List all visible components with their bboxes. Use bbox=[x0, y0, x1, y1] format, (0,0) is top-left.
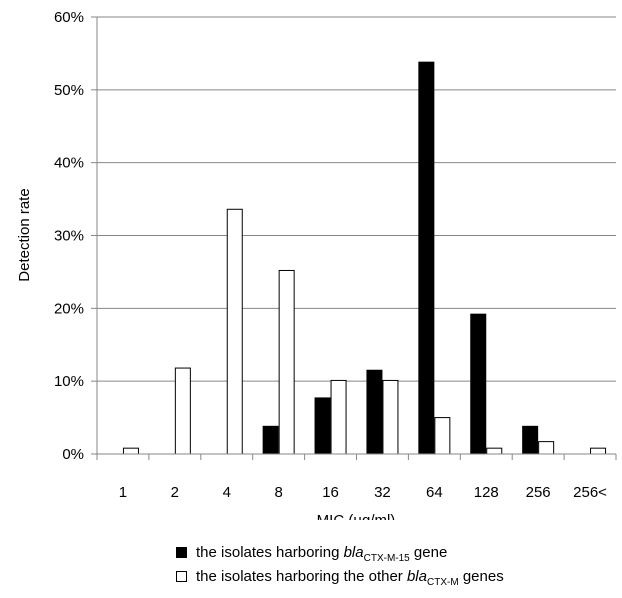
bar-other-blactxm bbox=[226, 208, 243, 455]
bar-other-blactxm bbox=[590, 447, 607, 455]
y-tick-label: 30% bbox=[54, 228, 84, 245]
bar-blactxm15 bbox=[522, 425, 539, 455]
y-tick-labels: 0% 10% 20% 30% 40% 50% 60% bbox=[54, 9, 84, 463]
bar-blactxm15 bbox=[262, 425, 279, 455]
bar-other-blactxm bbox=[122, 447, 139, 455]
x-tick-label: 16 bbox=[322, 484, 339, 501]
y-tick-label: 60% bbox=[54, 9, 84, 26]
x-tick-label: 128 bbox=[474, 484, 499, 501]
legend-item-other-blactxm: the isolates harboring the other blaCTX-… bbox=[176, 568, 504, 588]
bar-other-blactxm bbox=[434, 417, 451, 455]
y-tick-label: 50% bbox=[54, 82, 84, 99]
x-tick-label: 4 bbox=[223, 484, 231, 501]
bar-blactxm15 bbox=[418, 61, 435, 455]
legend-text-1: the isolates harboring blaCTX-M-15 gene bbox=[196, 544, 448, 564]
bar-other-blactxm bbox=[174, 367, 191, 455]
gridlines bbox=[91, 16, 616, 455]
x-tick-label: 32 bbox=[374, 484, 391, 501]
legend-swatch-filled bbox=[176, 547, 187, 558]
chart: 0% 10% 20% 30% 40% 50% 60% 1 2 4 8 16 32 64 128 256 256… bbox=[16, 9, 617, 520]
x-axis-title: MIC (µg/ml) bbox=[317, 512, 396, 520]
y-tick-label: 10% bbox=[54, 373, 84, 390]
legend-swatch-empty bbox=[176, 571, 187, 582]
x-tick-label: 2 bbox=[171, 484, 179, 501]
x-tick-label: 64 bbox=[426, 484, 443, 501]
y-tick-label: 40% bbox=[54, 155, 84, 172]
x-tick-label: 8 bbox=[274, 484, 282, 501]
bar-blactxm15 bbox=[314, 397, 331, 455]
legend-text-2: the isolates harboring the other blaCTX-… bbox=[196, 568, 504, 588]
axes bbox=[96, 17, 617, 460]
bar-blactxm15 bbox=[366, 369, 383, 455]
y-axis-title: Detection rate bbox=[16, 188, 33, 281]
x-tick-labels: 1 2 4 8 16 32 64 128 256 256< bbox=[119, 484, 607, 501]
x-tick-label: 256 bbox=[526, 484, 551, 501]
bar-other-blactxm bbox=[278, 269, 295, 455]
bars bbox=[122, 61, 607, 455]
bar-other-blactxm bbox=[486, 447, 503, 455]
x-tick-label: 1 bbox=[119, 484, 127, 501]
bar-blactxm15 bbox=[470, 313, 487, 455]
x-tick-label: 256< bbox=[573, 484, 607, 501]
y-tick-label: 0% bbox=[62, 446, 84, 463]
bar-other-blactxm bbox=[382, 379, 399, 455]
bar-other-blactxm bbox=[330, 379, 347, 455]
legend-item-blactxm15: the isolates harboring blaCTX-M-15 gene bbox=[176, 544, 447, 564]
bar-other-blactxm bbox=[538, 441, 555, 455]
y-tick-label: 20% bbox=[54, 300, 84, 317]
